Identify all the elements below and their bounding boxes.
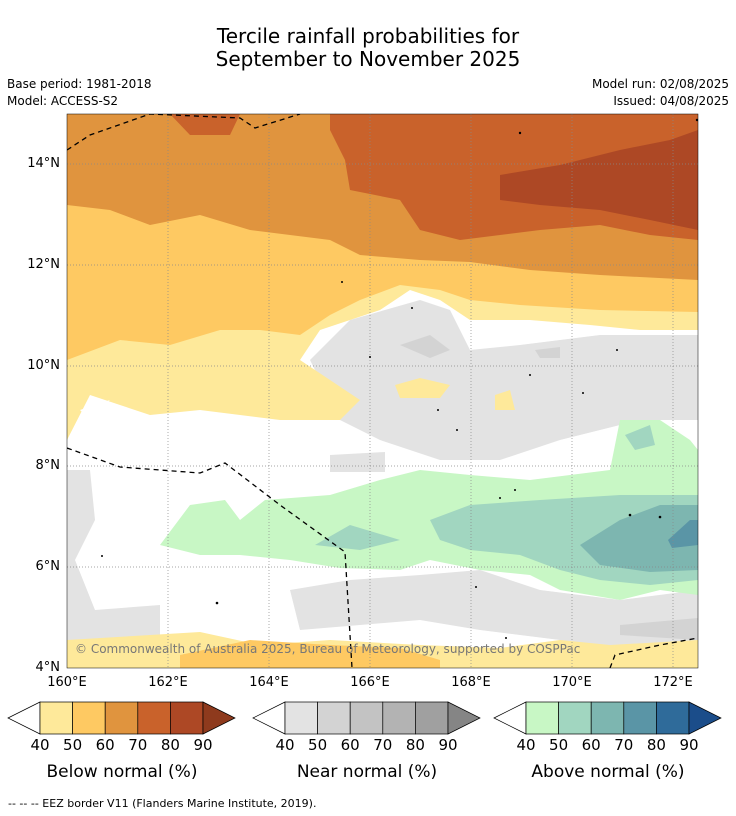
below-normal-70 xyxy=(170,114,698,240)
map-title-line1: Tercile rainfall probabilities for xyxy=(216,24,520,48)
below-colorbar-tick: 80 xyxy=(160,736,180,754)
near-colorbar-swatch xyxy=(317,701,351,735)
lon-label-170e: 170°E xyxy=(552,675,592,690)
above-colorbar-tick: 50 xyxy=(549,736,569,754)
lat-label-12n: 12°N xyxy=(27,257,60,272)
above-colorbar-tick: 60 xyxy=(581,736,601,754)
above-colorbar-swatch xyxy=(590,701,625,735)
near-colorbar-swatch xyxy=(415,701,449,735)
lat-label-8n: 8°N xyxy=(35,458,61,473)
near-colorbar-tick: 40 xyxy=(275,736,295,754)
near-colorbar-swatch xyxy=(349,701,384,735)
below-colorbar-tick: 50 xyxy=(63,736,83,754)
below-colorbar-tick: 70 xyxy=(128,736,148,754)
near-normal-region-south xyxy=(290,570,698,668)
colorbar-below xyxy=(7,701,236,735)
lat-label-4n: 4°N xyxy=(35,660,61,675)
base-period: Base period: 1981-2018 xyxy=(7,77,152,91)
above-colorbar-swatch xyxy=(558,701,592,735)
near-normal-region-west xyxy=(67,470,160,668)
lat-label-14n: 14°N xyxy=(27,156,60,171)
below-normal-label: Below normal (%) xyxy=(46,762,198,782)
below-normal-80 xyxy=(500,130,698,230)
rainfall-map xyxy=(67,114,698,668)
above-colorbar-tick: 70 xyxy=(614,736,634,754)
graticule xyxy=(67,114,698,668)
near-colorbar-tick: 80 xyxy=(405,736,425,754)
above-colorbar-swatch xyxy=(623,701,657,735)
map-title-line2: September to November 2025 xyxy=(215,47,521,71)
below-colorbar-tick: 60 xyxy=(95,736,115,754)
below-normal-40-patches xyxy=(67,378,698,668)
above-normal-70 xyxy=(668,520,698,548)
lon-label-172e: 172°E xyxy=(653,675,693,690)
below-colorbar-swatch xyxy=(104,701,139,735)
above-colorbar-tick: 40 xyxy=(516,736,536,754)
below-colorbar-swatch xyxy=(39,701,73,735)
lat-label-10n: 10°N xyxy=(27,358,60,373)
eez-note: -- -- -- EEZ border V11 (Flanders Marine… xyxy=(8,797,317,810)
below-colorbar-tick: 90 xyxy=(193,736,213,754)
eez-border xyxy=(67,114,698,668)
colorbar-above xyxy=(493,701,722,735)
near-colorbar-tick: 60 xyxy=(340,736,360,754)
below-colorbar-swatch xyxy=(170,701,204,735)
lat-label-6n: 6°N xyxy=(35,559,61,574)
below-colorbar-tick: 40 xyxy=(30,736,50,754)
copyright-notice: © Commonwealth of Australia 2025, Bureau… xyxy=(75,642,581,656)
below-colorbar-swatch xyxy=(137,701,171,735)
issued-date: Issued: 04/08/2025 xyxy=(613,94,729,108)
above-normal-label: Above normal (%) xyxy=(531,762,685,782)
near-colorbar-tick: 70 xyxy=(373,736,393,754)
islands xyxy=(101,118,698,639)
near-colorbar-swatch xyxy=(284,701,318,735)
near-colorbar-tick: 90 xyxy=(438,736,458,754)
near-normal-small xyxy=(330,452,385,472)
above-normal-60 xyxy=(580,505,698,572)
near-colorbar-tick: 50 xyxy=(308,736,328,754)
below-normal-50-south xyxy=(180,640,440,668)
model-name: Model: ACCESS-S2 xyxy=(7,94,119,108)
above-colorbar-swatch xyxy=(656,701,690,735)
model-run: Model run: 02/08/2025 xyxy=(591,77,729,91)
lon-label-160e: 160°E xyxy=(47,675,87,690)
above-colorbar-swatch xyxy=(525,701,559,735)
near-normal-region-central xyxy=(310,300,698,460)
lon-label-162e: 162°E xyxy=(148,675,188,690)
above-colorbar-tick: 80 xyxy=(646,736,666,754)
near-colorbar-swatch xyxy=(382,701,416,735)
lon-label-164e: 164°E xyxy=(249,675,289,690)
near-normal-label: Near normal (%) xyxy=(296,762,438,782)
lon-label-166e: 166°E xyxy=(350,675,390,690)
colorbar-near xyxy=(252,701,481,735)
below-colorbar-swatch xyxy=(72,701,106,735)
above-colorbar-tick: 90 xyxy=(679,736,699,754)
lon-label-168e: 168°E xyxy=(451,675,491,690)
map-frame xyxy=(66,113,699,669)
